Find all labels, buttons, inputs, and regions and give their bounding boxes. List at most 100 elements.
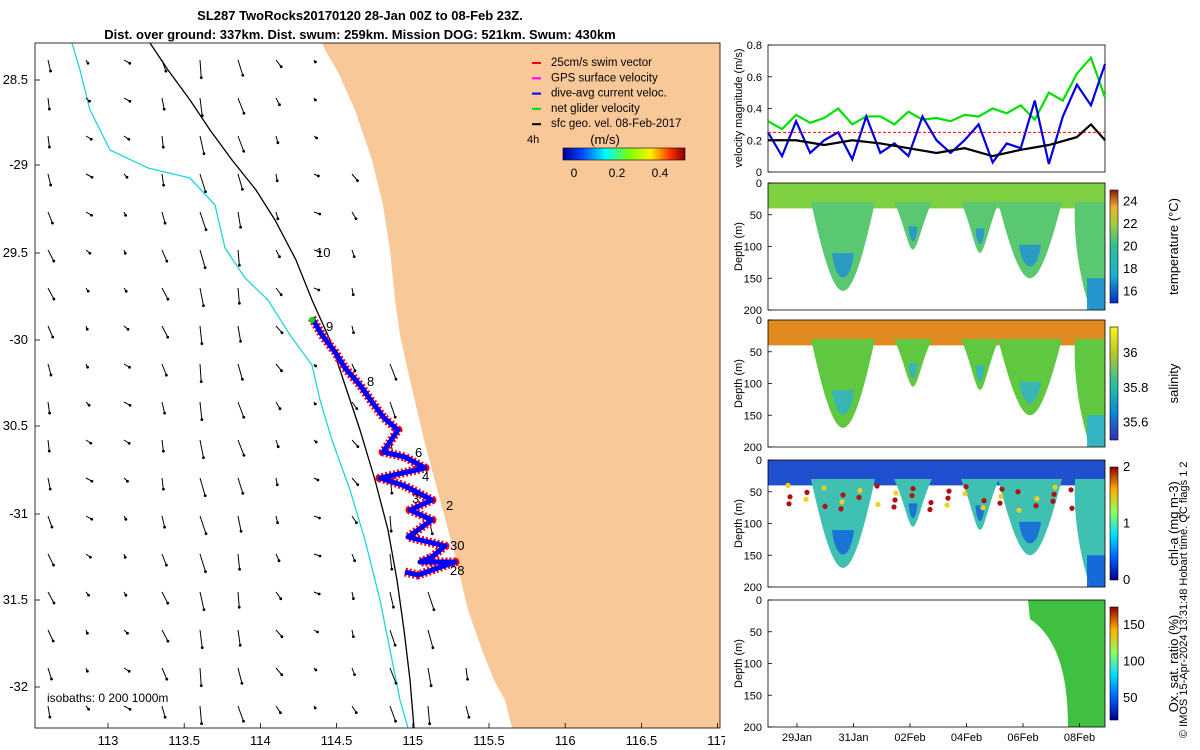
velocity-arrow [47, 135, 50, 148]
chl-max-dot [1016, 507, 1022, 513]
chl-max-dot [944, 502, 950, 508]
velocity-arrow [161, 477, 164, 490]
velocity-arrow [237, 97, 245, 114]
lat-tick-label: 29.5 [3, 245, 28, 260]
velocity-arrow [427, 705, 431, 724]
depth-axis-label: Depth (m) [733, 222, 745, 271]
velocity-arrow [237, 553, 241, 570]
chl-max-dot [1050, 498, 1056, 504]
depth-axis-label: Depth (m) [733, 639, 745, 688]
colorbar-title: (m/s) [590, 132, 620, 147]
chl-max-dot [1034, 496, 1040, 502]
velocity-arrow [47, 591, 55, 604]
velocity-arrow [237, 59, 244, 76]
date-tick: 08Feb [1064, 732, 1095, 744]
velocity-arrow [275, 363, 282, 372]
velocity-ytick: 0.6 [747, 72, 762, 84]
dive-profile [894, 339, 932, 387]
day-label: 3 [412, 491, 419, 506]
chl-max-dot [1015, 489, 1021, 495]
dive-profile [961, 339, 999, 390]
colorbar-label: temperature (°C) [1166, 198, 1181, 295]
depth-tick: 50 [750, 487, 762, 499]
oxygen-profile [1028, 600, 1105, 727]
chl-max-dot [1068, 487, 1074, 493]
chl-max-dot [997, 500, 1003, 506]
velocity-arrow [47, 287, 55, 300]
chl-max-dot [874, 483, 880, 489]
velocity-arrow [161, 553, 167, 566]
colorbar-tick: 24 [1123, 193, 1137, 208]
isobath-shallow [71, 43, 409, 728]
depth-tick: 100 [744, 659, 762, 671]
velocity-arrow [237, 401, 245, 418]
chl-max-dot [786, 501, 792, 507]
chl-max-dot [804, 489, 810, 495]
velocity-arrow [161, 135, 164, 148]
current-velocity-track [309, 316, 458, 578]
velocity-arrow [237, 325, 242, 342]
velocity-arrow [161, 211, 166, 224]
velocity-arrow [161, 249, 168, 262]
depth-tick: 100 [744, 519, 762, 531]
colorbar-label: chl-a (mg m-3) [1166, 481, 1181, 566]
velocity-arrow [237, 591, 240, 608]
lon-tick-label: 116 [555, 733, 576, 748]
velocity-arrow [237, 705, 244, 722]
chl-max-dot [892, 497, 898, 503]
velocity-series-line [767, 63, 1107, 165]
velocity-arrow [465, 705, 470, 718]
colorbar-tick: 0.4 [652, 166, 669, 180]
lon-tick-label: 117 [707, 733, 725, 748]
velocity-arrow [47, 439, 50, 452]
velocity-arrow [389, 591, 394, 608]
profile-panel: 0 50 100 150 200 Depth (m) 0 1 2 chl-a (mg m-3) [733, 455, 1181, 594]
time-axis: 29Jan 31Jan 02Feb 04Feb 06Feb 08Feb [782, 723, 1095, 744]
depth-axis-label: Depth (m) [733, 499, 745, 548]
track-start-marker [309, 317, 315, 323]
velocity-arrow [199, 553, 206, 572]
velocity-arrow [47, 515, 53, 528]
imos-credit: © IMOS 15-Apr-2024 13:31:48 Hobart time.… [1178, 461, 1190, 738]
colorbar-tick: 0 [571, 166, 578, 180]
time-label: 4h [527, 134, 539, 146]
lon-tick-label: 116.5 [626, 733, 658, 748]
velocity-arrow [237, 439, 245, 456]
glider-track [308, 315, 460, 580]
day-label: 30 [450, 538, 464, 553]
date-tick: 29Jan [782, 732, 812, 744]
velocity-ytick: 0.4 [747, 104, 762, 116]
velocity-arrow [161, 515, 166, 528]
velocity-arrow [351, 173, 358, 181]
depth-tick: 100 [744, 242, 762, 254]
day-label: 6 [415, 445, 422, 460]
depth-tick: 50 [750, 627, 762, 639]
panel-colorbar [1109, 189, 1119, 304]
velocity-arrow [47, 97, 50, 110]
dive-profile [811, 339, 875, 428]
day-label: 9 [326, 319, 333, 334]
chl-max-dot [980, 505, 986, 511]
depth-tick: 200 [744, 305, 762, 317]
dive-profile [811, 479, 875, 568]
profile-panel: 0 50 100 150 200 Depth (m) 50 100 150 Ox. sat. ra… [733, 595, 1181, 734]
colorbar-tick: 0 [1123, 572, 1130, 587]
lat-tick-label: -30 [9, 332, 28, 347]
velocity-arrow [199, 211, 207, 230]
isobath-deep [149, 43, 415, 728]
velocity-arrow [427, 629, 434, 648]
figure-title-line2: Dist. over ground: 337km. Dist. swum: 25… [104, 27, 616, 42]
chl-max-dot [909, 492, 915, 499]
velocity-arrow [199, 249, 206, 268]
depth-tick: 50 [750, 347, 762, 359]
velocity-arrow [351, 477, 359, 485]
depth-tick: 150 [744, 410, 762, 422]
chl-max-dot [857, 487, 863, 494]
velocity-arrow [237, 629, 241, 646]
velocity-arrow [161, 591, 169, 604]
chl-max-dot [927, 506, 933, 513]
lon-tick-label: 113.5 [168, 733, 200, 748]
chl-max-dot [821, 485, 827, 491]
velocity-arrow [275, 629, 283, 638]
panel-colorbar [1109, 326, 1119, 441]
